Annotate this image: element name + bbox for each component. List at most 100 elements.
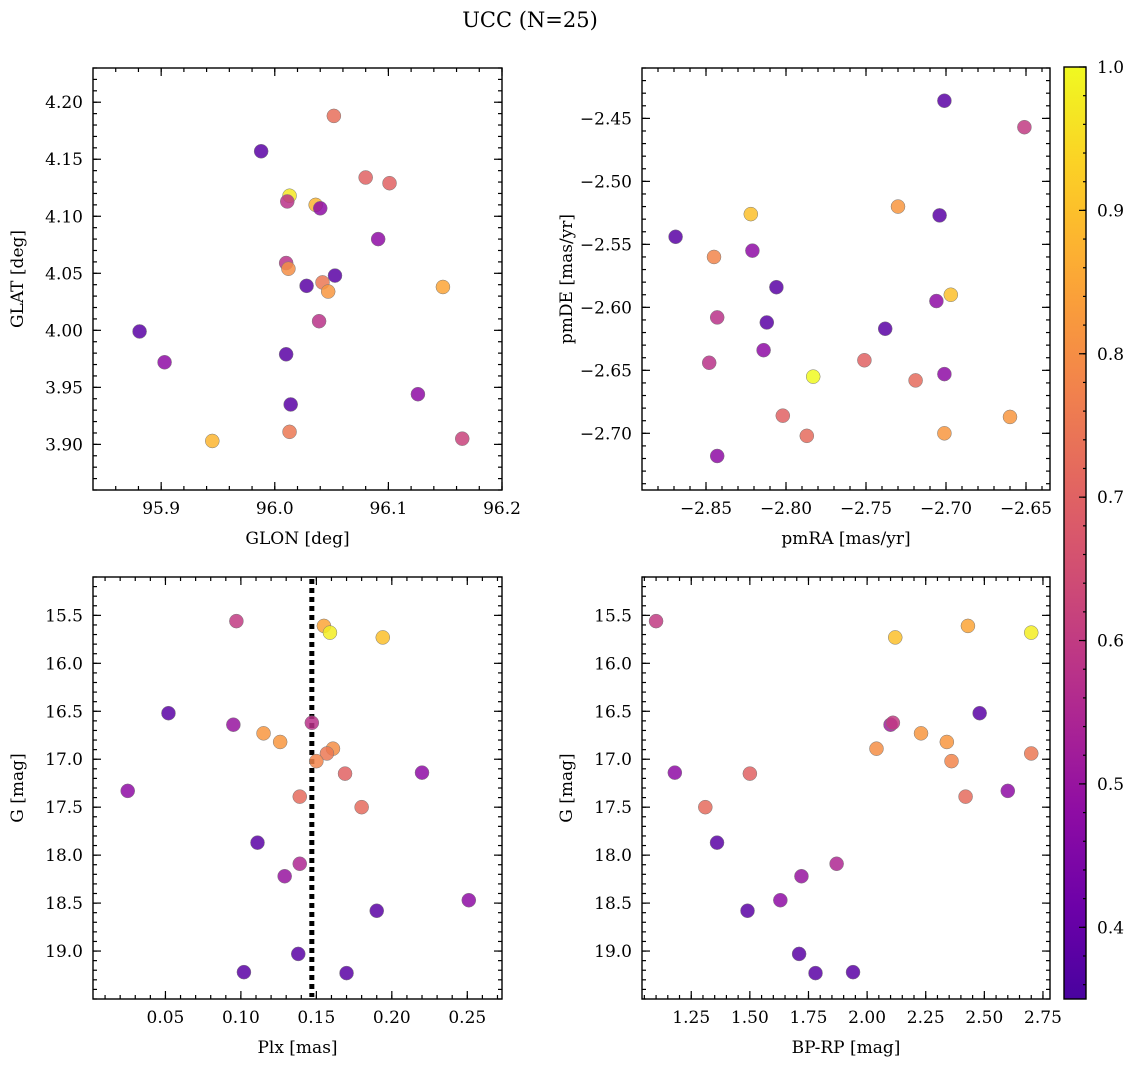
data-point [1002,409,1018,425]
data-point [829,856,844,872]
x-tick-label: 2.00 [848,1008,886,1028]
data-point [311,313,327,329]
x-axis-label: GLON [deg] [245,529,349,549]
data-point [229,613,244,629]
x-tick-label: −2.75 [840,499,892,519]
data-point [272,734,288,750]
data-point [322,625,338,640]
data-point [759,315,775,330]
data-point [845,964,861,980]
data-point [1023,625,1039,640]
data-point [283,397,298,412]
x-tick-label: 96.1 [369,499,407,519]
y-tick-label: 4.15 [45,150,83,170]
data-point [120,783,135,799]
data-point [939,734,955,750]
data-point [339,965,354,981]
y-axis-label: G [mag] [557,753,577,822]
y-tick-label: 17.5 [45,798,83,818]
data-point [132,324,147,339]
data-point [701,355,717,371]
data-point [236,964,252,980]
x-tick-label: 1.75 [790,1008,828,1028]
data-point [887,630,903,645]
y-tick-label: 17.0 [594,750,632,770]
data-point [461,892,477,908]
data-point [375,630,391,645]
y-tick-label: 19.0 [45,942,83,962]
y-tick-label: −2.45 [580,109,632,129]
y-tick-label: 4.10 [45,207,83,227]
panel-bprp-g: 1.25 1.50 1.75 2.00 2.25 2.50 2.75 15.5 16.0 16.5… [557,576,1062,1058]
y-tick-label: 19.0 [594,942,632,962]
colorbar-frame [1063,66,1087,1000]
data-point [937,93,952,109]
x-tick-label: 95.9 [142,499,180,519]
data-point [410,386,426,402]
x-tick-label: 0.25 [448,1008,486,1028]
data-point [805,369,821,384]
data-point [1000,783,1016,799]
colorbar-tick-label: 0.9 [1097,201,1124,221]
y-tick-label: −2.60 [580,298,632,318]
data-point [944,753,959,769]
y-tick-label: 18.0 [45,846,83,866]
data-point [291,946,306,962]
data-point [740,903,755,919]
plot-frame [92,576,503,1000]
x-tick-label: 1.50 [731,1008,769,1028]
data-point [161,705,176,721]
data-point [253,144,269,159]
x-tick-label: 1.25 [672,1008,710,1028]
y-tick-label: 16.0 [594,654,632,674]
data-point [309,753,324,769]
x-tick-label: 96.0 [256,499,294,519]
y-tick-label: 16.5 [594,702,632,722]
data-point [960,618,976,634]
data-point [320,284,336,299]
y-tick-label: 17.0 [45,750,83,770]
plot-frame [641,576,1051,1000]
data-point [299,278,314,294]
panel-plx-g: 0.05 0.10 0.15 0.20 0.25 15.5 16.0 16.5 17.0 17.5… [8,576,503,1058]
x-tick-label: −2.85 [680,499,732,519]
y-axis-label: GLAT [deg] [8,230,28,328]
data-point [857,353,872,368]
figure-title: UCC (N=25) [462,8,598,32]
colorbar-tick-label: 0.8 [1097,345,1124,365]
data-point [929,293,944,309]
data-point [756,342,771,358]
panel-glon-glat: 95.9 96.0 96.1 96.2 3.90 3.95 4.00 4.05 4.10 4.15… [8,67,521,549]
y-tick-label: 17.5 [594,798,632,818]
data-point [358,170,373,185]
data-point [769,279,784,295]
data-point [706,249,722,265]
data-point [791,946,807,962]
data-point [327,268,343,283]
y-tick-label: −2.50 [580,172,632,192]
panel-pmra-pmde: −2.85 −2.80 −2.75 −2.70 −2.65 −2.70 −2.65 −2.60… [557,67,1052,549]
data-point [937,426,952,441]
data-point [775,408,791,423]
data-point [312,201,328,216]
data-point [226,717,241,732]
colorbar: 0.4 0.5 0.6 0.7 0.8 0.9 1.0 [1063,58,1124,1000]
plot-frame [641,67,1051,491]
data-point [1017,119,1032,135]
x-tick-label: −2.65 [1000,499,1052,519]
data-point [913,726,929,741]
data-point [1023,746,1039,761]
y-tick-label: 16.5 [45,702,83,722]
colorbar-tick-label: 0.4 [1097,918,1124,938]
x-tick-label: 0.15 [297,1008,335,1028]
data-point [743,206,759,222]
x-tick-label: 0.20 [373,1008,411,1028]
data-point [205,433,220,449]
data-point [943,287,959,302]
data-point [382,175,397,191]
data-point [337,766,353,781]
data-point [698,799,713,815]
data-point [709,310,725,325]
data-point [667,765,683,780]
